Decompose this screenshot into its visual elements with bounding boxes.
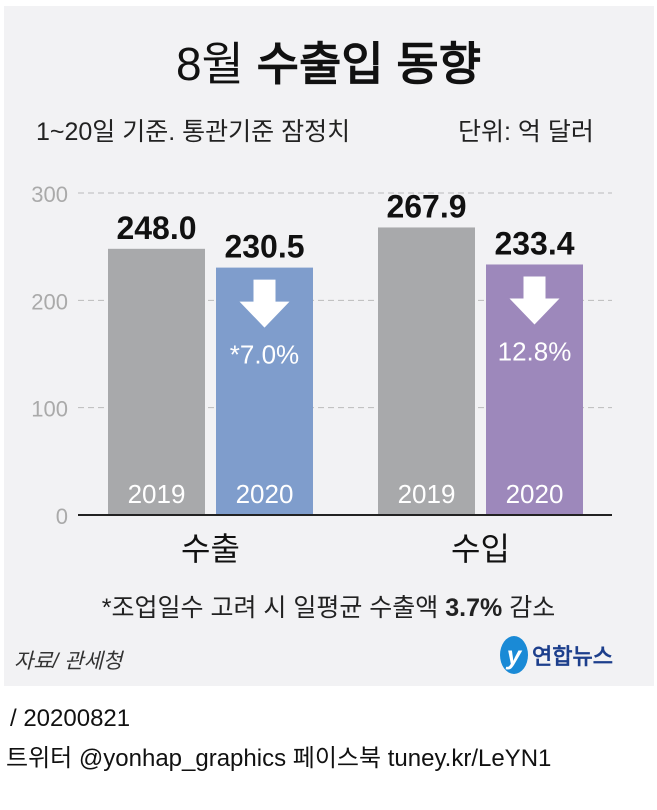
change-label: *7.0% xyxy=(230,340,299,370)
yonhap-logo: y 연합뉴스 xyxy=(500,636,613,674)
date: / 20200821 xyxy=(10,705,131,732)
logo-icon: y xyxy=(500,636,528,674)
bar-2019 xyxy=(378,227,475,516)
value-label: 233.4 xyxy=(494,225,574,261)
footnote: *조업일수 고려 시 일평균 수출액 3.7% 감소 xyxy=(101,594,556,622)
social-links: 트위터 @yonhap_graphics 페이스북 tuney.kr/LeYN1 xyxy=(6,745,552,772)
value-label: 248.0 xyxy=(116,210,196,246)
y-tick-label: 300 xyxy=(31,182,68,207)
category-label: 수입 xyxy=(451,531,510,567)
y-tick-label: 0 xyxy=(56,504,68,529)
subtitle: 1~20일 기준. 통관기준 잠정치 xyxy=(36,118,351,146)
change-label: 12.8% xyxy=(498,336,572,366)
chart-title: 8월 수출입 동향 xyxy=(175,38,482,90)
bar-2019 xyxy=(108,248,205,515)
unit-label: 단위: 억 달러 xyxy=(458,118,594,146)
year-label: 2019 xyxy=(398,479,456,509)
year-label: 2020 xyxy=(236,479,294,509)
y-tick-label: 200 xyxy=(31,289,68,314)
category-label: 수출 xyxy=(181,531,240,567)
source: 자료/ 관세청 xyxy=(14,650,123,673)
y-tick-label: 100 xyxy=(31,397,68,422)
year-label: 2019 xyxy=(128,479,186,509)
down-arrow-icon xyxy=(509,276,560,325)
value-label: 230.5 xyxy=(224,229,304,265)
year-label: 2020 xyxy=(506,479,564,509)
down-arrow-icon xyxy=(239,279,290,328)
bar-chart: 0 100 200 300 248.0 2019 230.5 2020 *7.0% 수출 267.9… xyxy=(31,182,612,567)
value-label: 267.9 xyxy=(386,188,466,224)
